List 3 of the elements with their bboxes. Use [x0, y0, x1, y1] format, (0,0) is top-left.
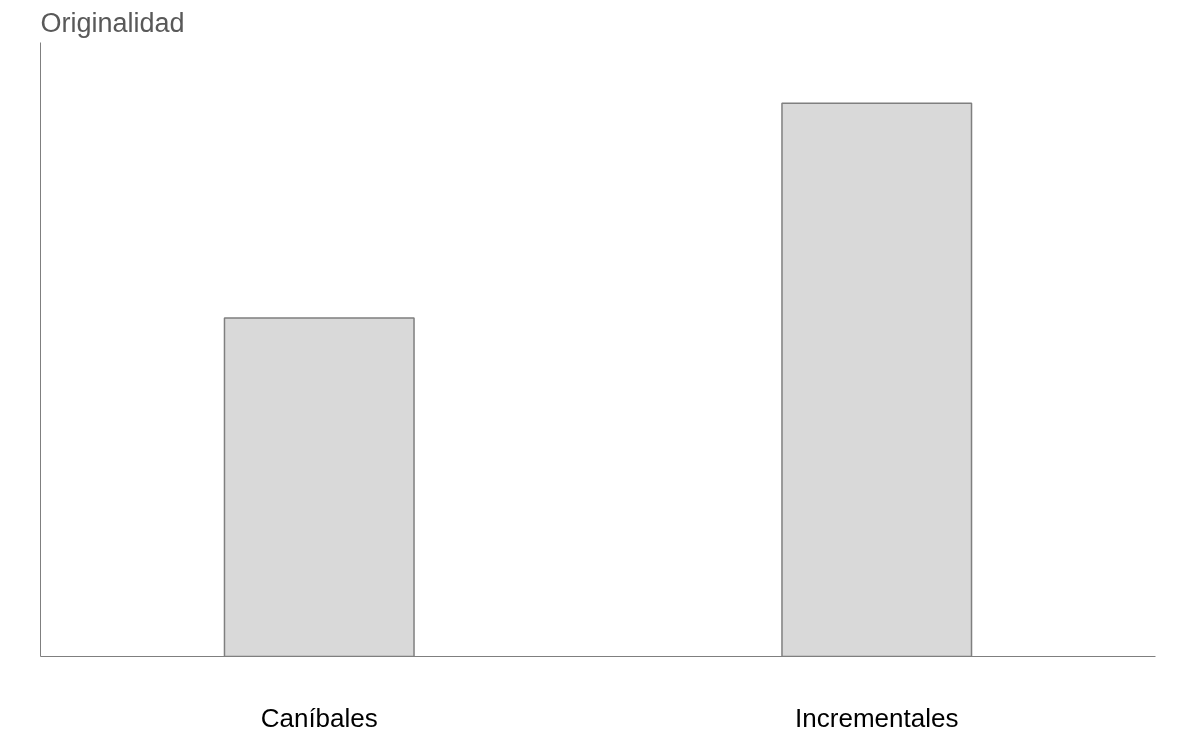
x-tick-label: Caníbales	[260, 702, 378, 733]
chart-title: Originalidad	[40, 7, 185, 38]
x-tick-label: Incrementales	[795, 702, 959, 733]
